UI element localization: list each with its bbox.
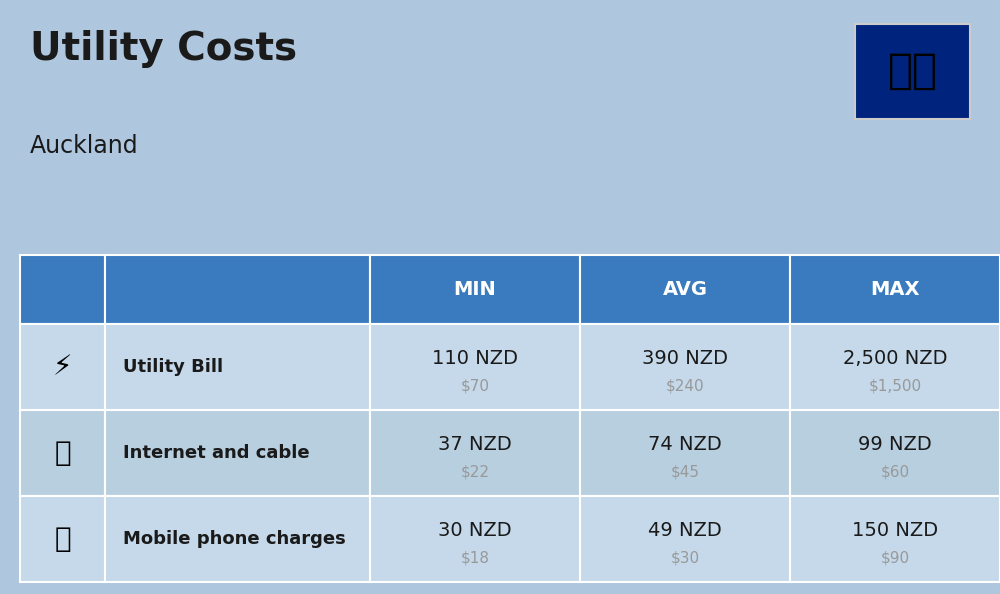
Text: $1,500: $1,500: [868, 378, 922, 393]
Text: 150 NZD: 150 NZD: [852, 521, 938, 540]
FancyBboxPatch shape: [370, 324, 580, 410]
Text: AVG: AVG: [662, 280, 707, 299]
Text: $60: $60: [880, 465, 910, 479]
FancyBboxPatch shape: [580, 255, 790, 324]
FancyBboxPatch shape: [580, 496, 790, 582]
Text: $18: $18: [460, 551, 490, 565]
Text: Utility Bill: Utility Bill: [123, 358, 223, 376]
FancyBboxPatch shape: [105, 324, 370, 410]
Text: $70: $70: [460, 378, 490, 393]
Text: Internet and cable: Internet and cable: [123, 444, 310, 462]
Text: $45: $45: [670, 465, 699, 479]
FancyBboxPatch shape: [790, 324, 1000, 410]
Text: 110 NZD: 110 NZD: [432, 349, 518, 368]
FancyBboxPatch shape: [855, 24, 970, 119]
FancyBboxPatch shape: [370, 410, 580, 496]
Text: 30 NZD: 30 NZD: [438, 521, 512, 540]
FancyBboxPatch shape: [790, 255, 1000, 324]
FancyBboxPatch shape: [580, 324, 790, 410]
FancyBboxPatch shape: [790, 496, 1000, 582]
Text: MIN: MIN: [454, 280, 496, 299]
Text: Utility Costs: Utility Costs: [30, 30, 297, 68]
Text: 49 NZD: 49 NZD: [648, 521, 722, 540]
Text: $240: $240: [666, 378, 704, 393]
Text: Auckland: Auckland: [30, 134, 139, 157]
FancyBboxPatch shape: [20, 496, 105, 582]
Text: 99 NZD: 99 NZD: [858, 435, 932, 454]
FancyBboxPatch shape: [105, 255, 370, 324]
Text: $90: $90: [880, 551, 910, 565]
FancyBboxPatch shape: [370, 255, 580, 324]
Text: 390 NZD: 390 NZD: [642, 349, 728, 368]
Text: 🇳🇿: 🇳🇿: [888, 50, 938, 92]
Text: 2,500 NZD: 2,500 NZD: [843, 349, 947, 368]
Text: ⚡: ⚡: [53, 353, 72, 381]
FancyBboxPatch shape: [20, 410, 105, 496]
FancyBboxPatch shape: [790, 410, 1000, 496]
Text: 37 NZD: 37 NZD: [438, 435, 512, 454]
Text: 📱: 📱: [54, 525, 71, 553]
FancyBboxPatch shape: [105, 496, 370, 582]
Text: 74 NZD: 74 NZD: [648, 435, 722, 454]
Text: MAX: MAX: [870, 280, 920, 299]
Text: 📶: 📶: [54, 439, 71, 467]
FancyBboxPatch shape: [20, 324, 105, 410]
FancyBboxPatch shape: [20, 255, 105, 324]
Text: $22: $22: [460, 465, 490, 479]
Text: $30: $30: [670, 551, 700, 565]
FancyBboxPatch shape: [580, 410, 790, 496]
Text: Mobile phone charges: Mobile phone charges: [123, 530, 346, 548]
FancyBboxPatch shape: [370, 496, 580, 582]
FancyBboxPatch shape: [105, 410, 370, 496]
